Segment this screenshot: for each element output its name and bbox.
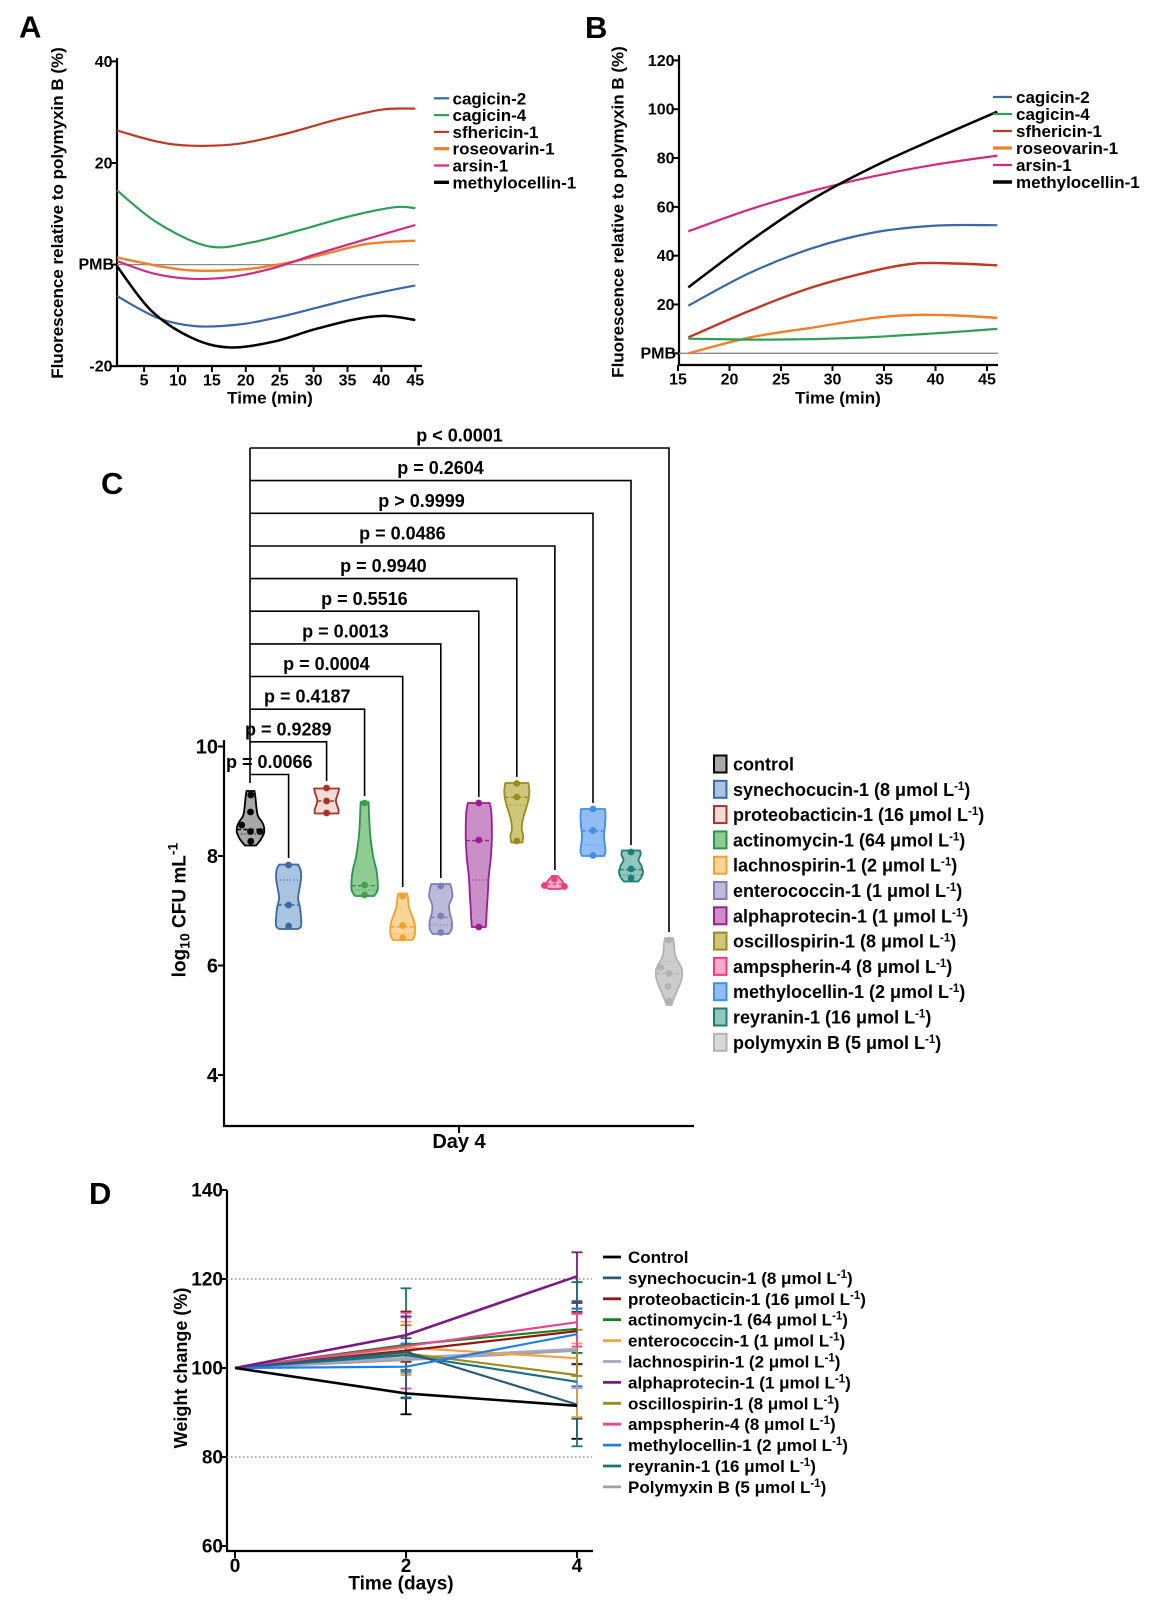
svg-text:proteobacticin-1 (16 μmol L-1): proteobacticin-1 (16 μmol L-1) [628, 1290, 866, 1309]
svg-text:synechocucin-1 (8 μmol L-1): synechocucin-1 (8 μmol L-1) [733, 780, 970, 800]
svg-text:arsin-1: arsin-1 [1016, 156, 1072, 175]
svg-text:30: 30 [305, 373, 323, 390]
svg-text:alphaprotecin-1 (1 μmol L-1): alphaprotecin-1 (1 μmol L-1) [733, 906, 968, 926]
svg-text:15: 15 [203, 373, 221, 390]
svg-text:C: C [101, 466, 123, 501]
svg-text:20: 20 [657, 297, 675, 314]
svg-text:45: 45 [978, 372, 996, 389]
svg-text:Time (min): Time (min) [227, 389, 313, 408]
svg-text:oscillospirin-1 (8 μmol L-1): oscillospirin-1 (8 μmol L-1) [628, 1394, 839, 1413]
svg-text:lachnospirin-1 (2 μmol L-1): lachnospirin-1 (2 μmol L-1) [628, 1353, 840, 1372]
svg-text:p > 0.9999: p > 0.9999 [378, 491, 465, 511]
svg-text:120: 120 [648, 53, 675, 70]
svg-text:p = 0.5516: p = 0.5516 [321, 589, 408, 609]
svg-text:arsin-1: arsin-1 [453, 157, 509, 176]
svg-text:4: 4 [207, 1065, 219, 1087]
svg-text:35: 35 [875, 372, 893, 389]
svg-text:lachnospirin-1 (2 μmol L-1): lachnospirin-1 (2 μmol L-1) [733, 856, 957, 876]
svg-text:cagicin-4: cagicin-4 [1016, 105, 1090, 124]
svg-text:Control: Control [628, 1248, 688, 1267]
svg-text:Polymyxin B (5 μmol L-1): Polymyxin B (5 μmol L-1) [628, 1478, 826, 1497]
svg-text:8: 8 [207, 846, 218, 868]
svg-text:40: 40 [657, 248, 675, 265]
svg-text:120: 120 [191, 1270, 223, 1291]
svg-text:synechocucin-1 (8 μmol L-1): synechocucin-1 (8 μmol L-1) [628, 1269, 853, 1288]
svg-text:35: 35 [339, 373, 357, 390]
svg-text:80: 80 [657, 151, 675, 168]
svg-text:40: 40 [927, 372, 945, 389]
svg-text:A: A [19, 10, 41, 45]
svg-text:25: 25 [772, 372, 790, 389]
svg-text:140: 140 [191, 1181, 223, 1202]
svg-text:20: 20 [95, 156, 113, 173]
svg-text:p = 0.9940: p = 0.9940 [340, 556, 427, 576]
svg-text:enterococcin-1 (1 μmol L-1): enterococcin-1 (1 μmol L-1) [628, 1332, 845, 1351]
svg-text:Day 4: Day 4 [432, 1131, 486, 1153]
svg-text:oscillospirin-1 (8 μmol L-1): oscillospirin-1 (8 μmol L-1) [733, 932, 956, 952]
svg-text:sfhericin-1: sfhericin-1 [453, 123, 539, 142]
svg-text:Time (days): Time (days) [348, 1574, 453, 1595]
svg-text:actinomycin-1 (64 μmol L-1): actinomycin-1 (64 μmol L-1) [733, 830, 965, 850]
svg-text:alphaprotecin-1 (1 μmol L-1): alphaprotecin-1 (1 μmol L-1) [628, 1373, 851, 1392]
svg-text:methylocellin-1 (2 μmol L-1): methylocellin-1 (2 μmol L-1) [628, 1436, 848, 1455]
svg-text:cagicin-4: cagicin-4 [453, 106, 527, 125]
svg-text:Time (min): Time (min) [795, 389, 881, 408]
svg-text:25: 25 [271, 373, 289, 390]
svg-text:actinomycin-1 (64 μmol L-1): actinomycin-1 (64 μmol L-1) [628, 1311, 848, 1330]
svg-text:p = 0.9289: p = 0.9289 [245, 719, 332, 739]
svg-text:cagicin-2: cagicin-2 [453, 89, 527, 108]
svg-text:5: 5 [140, 373, 149, 390]
svg-text:methylocellin-1: methylocellin-1 [1016, 173, 1140, 192]
svg-text:sfhericin-1: sfhericin-1 [1016, 122, 1102, 141]
svg-text:10: 10 [169, 373, 187, 390]
svg-text:ampspherin-4 (8 μmol L-1): ampspherin-4 (8 μmol L-1) [628, 1415, 836, 1434]
svg-text:p = 0.2604: p = 0.2604 [397, 458, 484, 478]
svg-text:roseovarin-1: roseovarin-1 [453, 140, 555, 159]
svg-text:Fluorescence relative to polym: Fluorescence relative to polymyxin B (%) [48, 47, 67, 379]
svg-text:80: 80 [202, 1448, 223, 1469]
svg-text:Fluorescence relative to polym: Fluorescence relative to polymyxin B (%) [609, 46, 628, 378]
svg-text:40: 40 [373, 373, 391, 390]
svg-text:2: 2 [401, 1556, 412, 1577]
svg-text:60: 60 [202, 1537, 223, 1558]
svg-text:p = 0.4187: p = 0.4187 [264, 687, 351, 707]
svg-text:15: 15 [669, 372, 687, 389]
svg-text:p = 0.0004: p = 0.0004 [283, 654, 370, 674]
svg-text:enterococcin-1 (1 μmol L-1): enterococcin-1 (1 μmol L-1) [733, 881, 962, 901]
svg-text:40: 40 [95, 54, 113, 71]
svg-text:60: 60 [657, 199, 675, 216]
svg-text:reyranin-1 (16 μmol L-1): reyranin-1 (16 μmol L-1) [733, 1008, 931, 1028]
svg-text:Weight change (%): Weight change (%) [171, 1288, 191, 1449]
svg-text:6: 6 [207, 956, 218, 978]
svg-text:methylocellin-1: methylocellin-1 [453, 173, 577, 192]
svg-text:reyranin-1 (16 μmol L-1): reyranin-1 (16 μmol L-1) [628, 1457, 816, 1476]
svg-text:methylocellin-1 (2 μmol L-1): methylocellin-1 (2 μmol L-1) [733, 982, 965, 1002]
svg-text:20: 20 [721, 372, 739, 389]
svg-text:p < 0.0001: p < 0.0001 [416, 426, 503, 446]
svg-text:proteobacticin-1 (16 μmol L-1): proteobacticin-1 (16 μmol L-1) [733, 805, 984, 825]
svg-text:D: D [89, 1176, 111, 1211]
svg-text:PMB: PMB [640, 345, 676, 362]
svg-text:log10 CFU mL-1: log10 CFU mL-1 [165, 842, 193, 977]
svg-text:4: 4 [572, 1556, 583, 1577]
svg-text:30: 30 [824, 372, 842, 389]
svg-text:45: 45 [406, 373, 424, 390]
svg-text:roseovarin-1: roseovarin-1 [1016, 139, 1118, 158]
svg-text:p = 0.0066: p = 0.0066 [226, 752, 313, 772]
svg-text:cagicin-2: cagicin-2 [1016, 88, 1090, 107]
svg-text:100: 100 [648, 102, 675, 119]
svg-text:-20: -20 [89, 359, 112, 376]
svg-text:0: 0 [230, 1556, 241, 1577]
svg-text:p = 0.0013: p = 0.0013 [302, 621, 389, 641]
svg-text:10: 10 [196, 737, 218, 759]
svg-text:ampspherin-4 (8 μmol L-1): ampspherin-4 (8 μmol L-1) [733, 957, 952, 977]
svg-text:PMB: PMB [78, 257, 114, 274]
svg-text:100: 100 [191, 1359, 223, 1380]
svg-text:B: B [585, 10, 607, 45]
svg-text:20: 20 [237, 373, 255, 390]
svg-text:control: control [733, 755, 794, 775]
svg-text:polymyxin B (5 μmol L-1): polymyxin B (5 μmol L-1) [733, 1033, 941, 1053]
svg-text:p = 0.0486: p = 0.0486 [359, 524, 446, 544]
